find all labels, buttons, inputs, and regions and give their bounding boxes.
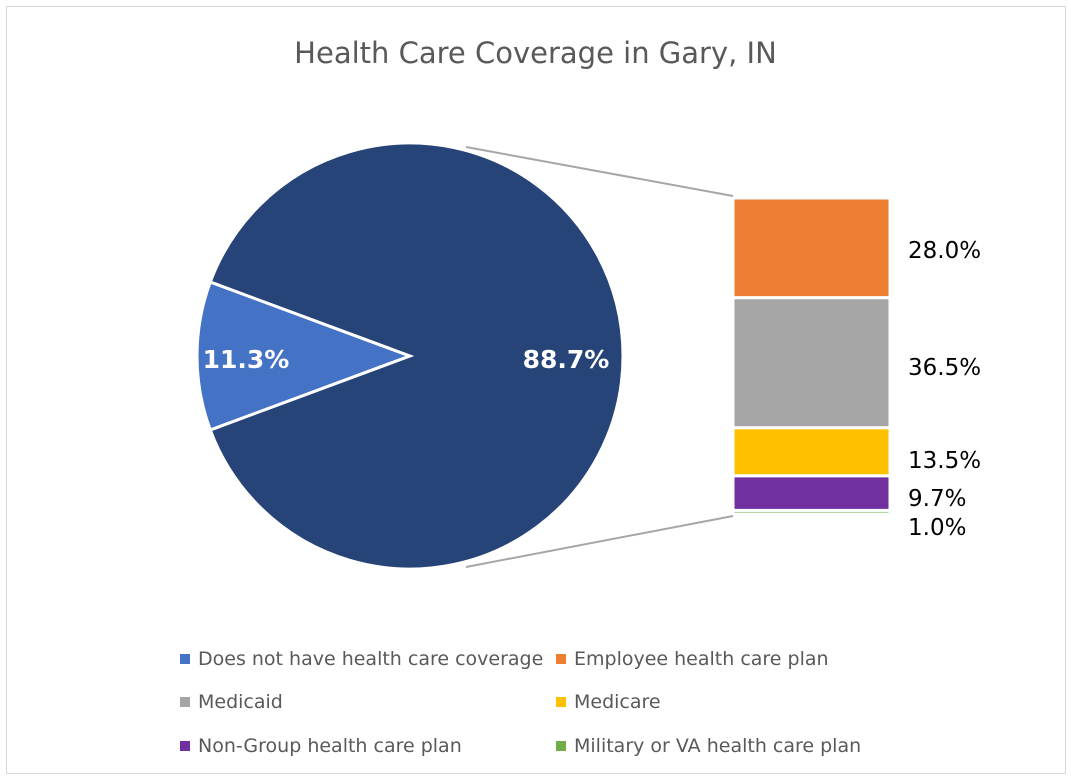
chart-title: Health Care Coverage in Gary, IN	[294, 36, 777, 70]
bar-segment	[731, 426, 892, 478]
data-label: 13.5%	[908, 448, 981, 474]
bar-segment	[731, 196, 892, 300]
data-label: 1.0%	[908, 515, 966, 541]
pie-slice	[195, 280, 415, 432]
data-label: 36.5%	[908, 355, 981, 381]
data-label: 88.7%	[523, 345, 610, 374]
connector-line	[465, 146, 734, 197]
connector-line	[465, 515, 734, 568]
bar-segment	[731, 474, 892, 512]
bar-segment	[731, 508, 892, 516]
data-label: 9.7%	[908, 486, 966, 512]
data-label: 28.0%	[908, 238, 981, 264]
data-label: 11.3%	[203, 345, 290, 374]
pie-slice	[208, 141, 625, 571]
bar-segment	[731, 296, 892, 430]
